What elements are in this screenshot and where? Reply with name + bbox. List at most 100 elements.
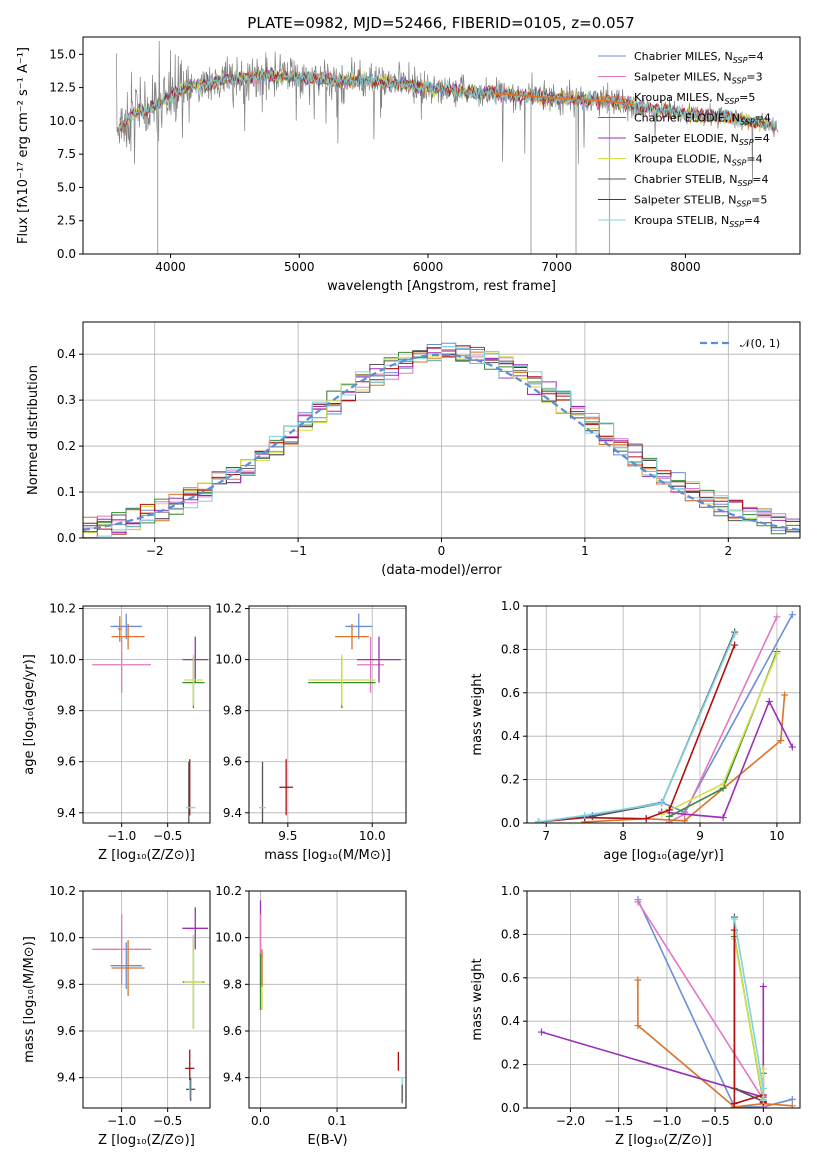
age_vs_Z-points [92, 613, 209, 823]
errorbar-point [345, 613, 373, 640]
residuals-ylabel: Normed distribution [26, 365, 41, 495]
age_vs_Z-ytick-label: 9.4 [57, 806, 76, 820]
age_vs_Z-xtick-label: −1.0 [107, 829, 136, 843]
mw_vs_age-ytick-label: 0.2 [501, 773, 520, 787]
mw_vs_Z-ytick-label: 0.8 [501, 927, 520, 941]
legend-entry: Chabrier ELODIE, NSSP=4 [634, 112, 771, 127]
panels: 4000 5000 6000 7000 80000.02.55.07.510.012.5… [16, 36, 801, 1148]
legend-entry: Kroupa MILES, NSSP=5 [634, 91, 755, 106]
mass-weight-marker [759, 1065, 767, 1073]
mass_vs_ebv-xtick-label: 0.0 [251, 1114, 270, 1128]
errorbar-point [308, 654, 376, 706]
errorbar-point [110, 942, 142, 989]
spectrum-ytick-label: 12.5 [49, 81, 76, 95]
spectrum-xtick-label: 6000 [413, 260, 444, 274]
mass-weight-marker [773, 650, 781, 658]
spectrum-xtick-label: 4000 [155, 260, 186, 274]
mw_vs_age-lines [535, 611, 796, 823]
mass_vs_ebv-ytick-label: 9.8 [223, 977, 242, 991]
age_vs_mass-frame [248, 605, 407, 824]
mw_vs_age-xtick-label: 9 [696, 829, 704, 843]
mass_vs_Z-xlabel: Z [log₁₀(Z/Z⊙)] [98, 1133, 195, 1148]
age_vs_mass-ytick-label: 10.2 [215, 602, 242, 616]
mw_vs_Z-xtick-label: −2.0 [556, 1114, 585, 1128]
mass-weight-marker [731, 641, 739, 649]
mw_vs_age-ylabel: mass weight [470, 673, 485, 755]
age_vs_mass-xlabel: mass [log₁₀(M/M⊙)] [264, 848, 391, 863]
residuals-ytick-label: 0.2 [57, 439, 76, 453]
residuals-ytick-label: 0.0 [57, 531, 76, 545]
mass_vs_ebv-axes: 0.0 0.1 9.4 9.6 9.8 10.0 10.2 E(B-V) [215, 884, 406, 1148]
residuals-ytick-label: 0.3 [57, 393, 76, 407]
mw_vs_Z-ytick-label: 0.6 [501, 971, 520, 985]
age_vs_mass-points [259, 613, 401, 823]
mass_vs_Z-axes: −1.0 −0.5 9.4 9.6 9.8 10.0 10.2 Z [log₁₀(Z/Z⊙)]… [22, 884, 210, 1148]
mass_vs_ebv-xtick-label: 0.1 [328, 1114, 347, 1128]
mw_vs_Z-ylabel: mass weight [470, 958, 485, 1040]
mass-weight-marker [535, 818, 543, 823]
spectrum-frame [82, 36, 801, 255]
errorbar-point [182, 636, 209, 683]
mw_vs_age-axes: 7 8 9 10 0.0 0.2 0.4 0.6 0.8 1.0 age [log₁₀(age/yr… [470, 599, 800, 863]
mass-weight-marker [581, 811, 589, 819]
spectrum-ytick-label: 7.5 [57, 147, 76, 161]
mass-weight-marker [665, 806, 673, 814]
mass-weight-marker [759, 1096, 767, 1104]
age_vs_mass-axes: 9.5 10.0 9.4 9.6 9.8 10.0 10.2 mass [log₁₀(M/M⊙… [215, 602, 406, 863]
mass_vs_ebv-xlabel: E(B-V) [307, 1133, 347, 1148]
age_vs_Z-frame [82, 605, 211, 824]
errorbar-point [335, 623, 369, 650]
spectrum-xtick-label: 8000 [670, 260, 701, 274]
errorbar-point [117, 616, 122, 642]
mass_vs_Z-frame [82, 890, 211, 1109]
residuals-xtick-label: 2 [724, 544, 732, 558]
mass-weight-marker [759, 982, 767, 990]
mass_vs_ebv-frame [248, 890, 407, 1109]
age_vs_mass-ytick-label: 9.4 [223, 806, 242, 820]
spectrum-ylabel: Flux [fλ10⁻¹⁷ erg cm⁻² s⁻¹ A⁻¹] [16, 47, 31, 244]
legend-entry: Salpeter ELODIE, NSSP=4 [634, 132, 770, 147]
mass-weight-line [538, 633, 736, 823]
mw_vs_Z-xtick-label: −1.0 [652, 1114, 681, 1128]
errorbar-point [184, 935, 203, 1029]
mw_vs_age-ytick-label: 1.0 [501, 599, 520, 613]
age_vs_Z-ylabel: age [log₁₀(age/yr)] [22, 654, 37, 775]
mw_vs_age-ytick-label: 0.0 [501, 816, 520, 830]
age_vs_Z-ytick-label: 10.2 [49, 602, 76, 616]
mass_vs_Z-ytick-label: 9.4 [57, 1071, 76, 1085]
errorbar-point [110, 613, 142, 640]
mw_vs_age-ytick-label: 0.4 [501, 729, 520, 743]
mw_vs_Z-ytick-label: 0.2 [501, 1058, 520, 1072]
mw_vs_age-xtick-label: 8 [619, 829, 627, 843]
mass_vs_Z-ytick-label: 10.0 [49, 931, 76, 945]
errorbar-point [184, 654, 203, 706]
mw_vs_Z-lines [537, 896, 796, 1108]
spectrum-xlabel: wavelength [Angstrom, rest frame] [327, 279, 556, 294]
mass-weight-marker [759, 1084, 767, 1092]
spectrum-model-line [118, 69, 776, 134]
spectrum-legend: Chabrier MILES, NSSP=4 Salpeter MILES, NS… [598, 50, 771, 229]
mass-weight-marker [788, 1102, 796, 1108]
mw_vs_age-ytick-label: 0.6 [501, 686, 520, 700]
mass-weight-marker [681, 817, 689, 823]
mw_vs_Z-xlabel: Z [log₁₀(Z/Z⊙)] [615, 1133, 712, 1148]
mass-weight-marker [719, 814, 727, 822]
spectrum-ytick-label: 2.5 [57, 214, 76, 228]
mw_vs_Z-ytick-label: 0.0 [501, 1101, 520, 1115]
age_vs_Z-axes: −1.0 −0.5 9.4 9.6 9.8 10.0 10.2 Z [log₁₀(Z/Z⊙)]… [22, 602, 210, 863]
mass-weight-marker [788, 743, 796, 751]
mass_vs_Z-ylabel: mass [log₁₀(M/M⊙)] [22, 936, 37, 1063]
mass_vs_ebv-ytick-label: 10.0 [215, 931, 242, 945]
spectrum-lines [116, 40, 779, 254]
residuals-xtick-label: −1 [289, 544, 307, 558]
mass-weight-marker [730, 915, 738, 923]
mass_vs_Z-ytick-label: 9.6 [57, 1024, 76, 1038]
age_vs_mass-xtick-label: 10.0 [359, 829, 386, 843]
mass-weight-line [661, 699, 794, 819]
legend-entry: Salpeter MILES, NSSP=3 [634, 71, 763, 86]
residuals-legend-label: 𝒩(0, 1) [740, 337, 780, 350]
mw_vs_age-frame [526, 605, 801, 824]
mass_vs_Z-xtick-label: −0.5 [153, 1114, 182, 1128]
residual-histogram [83, 346, 800, 538]
mass-weight-line [541, 986, 765, 1103]
